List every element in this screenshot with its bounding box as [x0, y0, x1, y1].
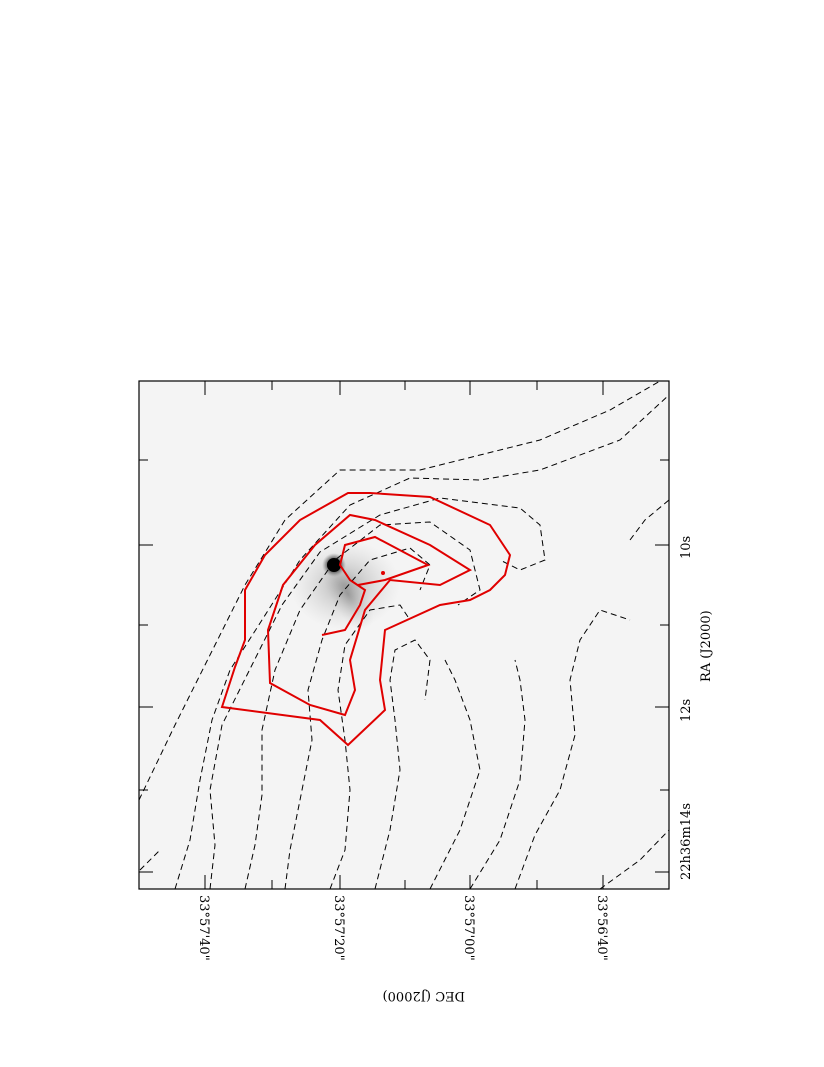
- dec-tick-label-1: 33°57'40": [196, 895, 211, 961]
- red-contour-inner: [321, 535, 431, 636]
- dashed-contour-6: [329, 604, 411, 889]
- dashed-contour-1: [139, 381, 661, 801]
- ticks: [139, 381, 669, 889]
- red-contours: [220, 492, 512, 747]
- dec-tick-label-2: 33°57'20": [331, 895, 346, 961]
- ra-tick-label-1: 22h36m14s: [679, 803, 694, 880]
- dashed-contour-13: [139, 849, 161, 871]
- ra-tick-label-2: 12s: [679, 699, 694, 722]
- dashed-contour-5: [284, 547, 431, 889]
- dashed-contour-12: [629, 499, 669, 541]
- y-axis-title: DEC (J2000): [383, 988, 465, 1003]
- dashed-contour-10: [514, 609, 631, 889]
- dashed-contour-3: [209, 497, 546, 889]
- dashed-contour-7: [374, 639, 431, 889]
- red-center-mark: [381, 571, 385, 575]
- dashed-contour-8: [429, 659, 481, 889]
- dashed-contour-2: [174, 394, 669, 889]
- ra-tick-label-3: 10s: [679, 536, 694, 559]
- plot-frame: [138, 380, 670, 890]
- dashed-contour-9: [469, 659, 526, 889]
- dec-tick-label-4: 33°56'40": [594, 895, 609, 961]
- dec-tick-label-3: 33°57'00": [461, 895, 476, 961]
- greyscale-image: [290, 540, 400, 630]
- red-contour-outer: [220, 492, 512, 747]
- x-axis-title: RA (J2000): [699, 610, 714, 682]
- red-contour-middle: [266, 513, 473, 717]
- dashed-contour-4: [244, 521, 481, 889]
- dashed-contours: [139, 381, 669, 889]
